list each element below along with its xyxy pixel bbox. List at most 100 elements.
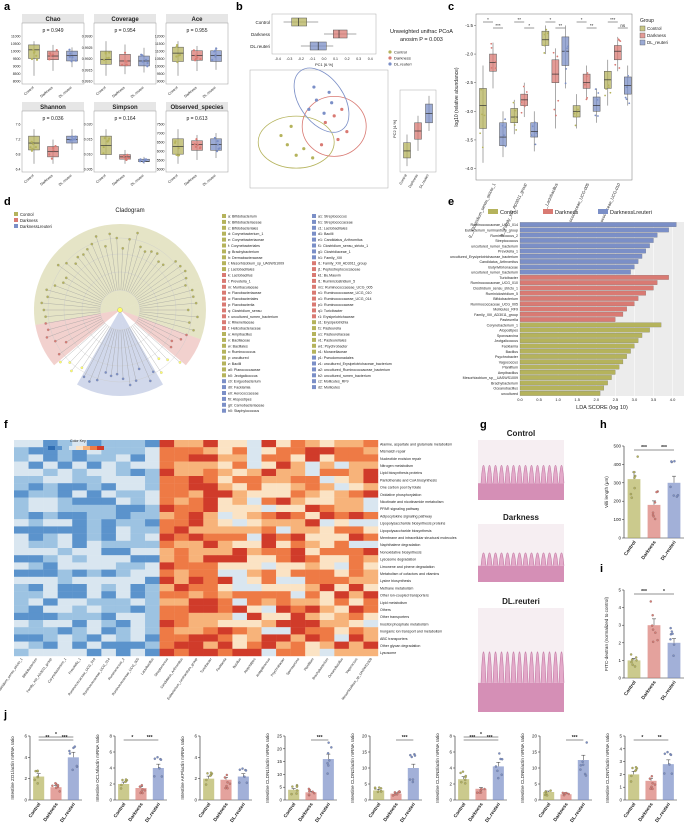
panel-j-2-ylabel: Intestine AKP/actin mRNA ratio bbox=[180, 736, 185, 800]
panel-f-cell-8-19 bbox=[290, 497, 306, 505]
panel-f-cell-5-10 bbox=[159, 476, 175, 484]
panel-c-point-1-2-2 bbox=[534, 143, 537, 146]
panel-f-cell-17-12 bbox=[188, 562, 204, 570]
panel-a-point-2-1-2 bbox=[193, 59, 197, 62]
panel-f-cell-29-14 bbox=[217, 648, 233, 657]
panel-f-cell-7-19 bbox=[290, 490, 306, 498]
panel-j-0-bar-2 bbox=[67, 757, 79, 800]
panel-d-list-left-33: h0: Staphylococcus bbox=[228, 409, 259, 413]
panel-f-cell-22-2 bbox=[43, 598, 58, 606]
panel-f-cell-4-12 bbox=[188, 468, 204, 477]
panel-c-point-3-0-2 bbox=[575, 115, 578, 118]
panel-j-1-point-0-2 bbox=[121, 778, 124, 782]
panel-f-cell-25-13 bbox=[203, 620, 219, 628]
panel-f-cell-8-1 bbox=[28, 497, 44, 505]
panel-j-1-point-0-5 bbox=[124, 780, 127, 784]
panel-a-xlabel-2-0: Control bbox=[167, 86, 179, 97]
panel-d-node-10 bbox=[157, 357, 161, 361]
panel-b-xtick-3: -0.1 bbox=[309, 57, 315, 61]
panel-f-cell-21-14 bbox=[217, 591, 233, 599]
panel-f-cell-8-14 bbox=[217, 497, 233, 505]
panel-f-cell-14-5 bbox=[86, 540, 102, 549]
panel-e-bar-20 bbox=[519, 327, 650, 333]
panel-j-4-point-2-5 bbox=[411, 778, 415, 781]
panel-a-point-0-0-1 bbox=[30, 57, 34, 61]
panel-d-spoke-2 bbox=[139, 313, 190, 323]
panel-a-strip-2 bbox=[166, 14, 228, 23]
panel-f-cell-22-11 bbox=[174, 598, 189, 606]
panel-f-cell-26-4 bbox=[72, 627, 87, 635]
panel-j-3-point-1-3 bbox=[307, 793, 311, 796]
panel-d-node-15 bbox=[134, 379, 138, 383]
panel-f-cell-14-1 bbox=[28, 540, 44, 549]
panel-j-7-point-0-2 bbox=[631, 766, 634, 770]
panel-f-cell-28-20 bbox=[305, 641, 320, 649]
panel-g-villus-1-13 bbox=[558, 552, 565, 566]
panel-f-cell-15-17 bbox=[261, 548, 277, 556]
panel-a-point-3-0-1 bbox=[30, 149, 34, 152]
panel-f-cell-17-18 bbox=[276, 562, 291, 570]
panel-f-cell-0-4 bbox=[72, 440, 87, 448]
panel-d-spoke-38 bbox=[46, 289, 101, 305]
panel-a-strip-4 bbox=[94, 102, 156, 111]
panel-f-cell-19-3 bbox=[57, 576, 73, 585]
panel-f-cell-8-11 bbox=[174, 497, 189, 505]
panel-f-cell-25-19 bbox=[290, 620, 306, 628]
panel-j-2-point-2-6 bbox=[245, 781, 249, 784]
panel-j-1-point-2-0 bbox=[153, 775, 156, 778]
panel-i-point-0-2 bbox=[630, 658, 634, 661]
panel-f-cell-4-14 bbox=[217, 468, 233, 477]
panel-f-cell-4-7 bbox=[115, 468, 131, 477]
panel-f-cell-6-6 bbox=[101, 483, 117, 491]
panel-f-cell-28-18 bbox=[276, 641, 291, 649]
panel-c-point-4-1-4 bbox=[617, 38, 620, 41]
panel-a-ytick-0-4: 9000 bbox=[13, 65, 21, 69]
panel-f-cell-8-20 bbox=[305, 497, 320, 505]
panel-f-cell-15-4 bbox=[72, 548, 87, 556]
panel-d-list-right-29: d2: Mollicutes bbox=[318, 386, 340, 390]
panel-d-list-right-27: b2: uncultured_rumen_bacterium bbox=[318, 374, 371, 378]
panel-d-list-left-31: f0: Atopostipes bbox=[228, 397, 252, 401]
panel-f-cell-21-10 bbox=[159, 591, 175, 599]
panel-c-point-4-2-3 bbox=[625, 98, 628, 101]
panel-f-cell-11-1 bbox=[28, 519, 44, 527]
panel-b-point-3 bbox=[302, 147, 306, 151]
panel-f-cell-1-11 bbox=[174, 447, 189, 455]
panel-e-bar-2 bbox=[519, 232, 658, 238]
panel-f-pathway-26: Inorganic ion transport and metabolism bbox=[380, 630, 442, 634]
panel-f-cell-12-24 bbox=[363, 526, 379, 534]
panel-f-cell-17-15 bbox=[232, 562, 248, 570]
panel-f-cell-12-8 bbox=[130, 526, 146, 534]
panel-f-cell-14-24 bbox=[363, 540, 379, 549]
panel-e-bar-12 bbox=[519, 285, 654, 291]
panel-a-point-2-0-3 bbox=[175, 45, 178, 48]
panel-j-7-ytick-2: 3 bbox=[619, 759, 622, 764]
panel-j-1-point-1-3 bbox=[141, 788, 144, 791]
panel-c-ytick-1: -2.0 bbox=[465, 52, 473, 57]
panel-i-point-0-5 bbox=[630, 660, 633, 664]
panel-d-node-46 bbox=[82, 253, 85, 256]
panel-j-0-sig-1: * bbox=[55, 732, 57, 738]
panel-c-point-0-2-2 bbox=[503, 134, 505, 137]
panel-d-list-right-swatch-20 bbox=[312, 332, 316, 336]
panel-d-node-23 bbox=[82, 375, 86, 379]
panel-f-cell-4-6 bbox=[101, 468, 117, 477]
panel-j-0-point-2-0 bbox=[68, 749, 71, 753]
panel-f-cell-12-4 bbox=[72, 526, 87, 534]
panel-f-cell-23-3 bbox=[57, 605, 73, 613]
panel-b-point-9 bbox=[345, 130, 349, 134]
panel-f-cell-28-6 bbox=[101, 641, 117, 649]
panel-f-cell-14-20 bbox=[305, 540, 320, 549]
panel-f-pathway-29: Lysosome bbox=[380, 651, 396, 655]
panel-f-cell-16-2 bbox=[43, 555, 58, 563]
panel-f-cell-11-14 bbox=[217, 519, 233, 527]
panel-f-cell-24-9 bbox=[145, 612, 160, 621]
panel-g-villus-2-4 bbox=[504, 651, 511, 683]
panel-f-cell-15-7 bbox=[115, 548, 131, 556]
panel-f-cell-18-11 bbox=[174, 569, 189, 577]
panel-f-cell-29-13 bbox=[203, 648, 219, 657]
panel-b-point-2 bbox=[279, 133, 283, 138]
panel-j-1-xlabel-1: Darkness bbox=[127, 801, 144, 822]
panel-d-list-right-swatch-1 bbox=[312, 219, 316, 224]
panel-d-node-50 bbox=[104, 245, 107, 248]
